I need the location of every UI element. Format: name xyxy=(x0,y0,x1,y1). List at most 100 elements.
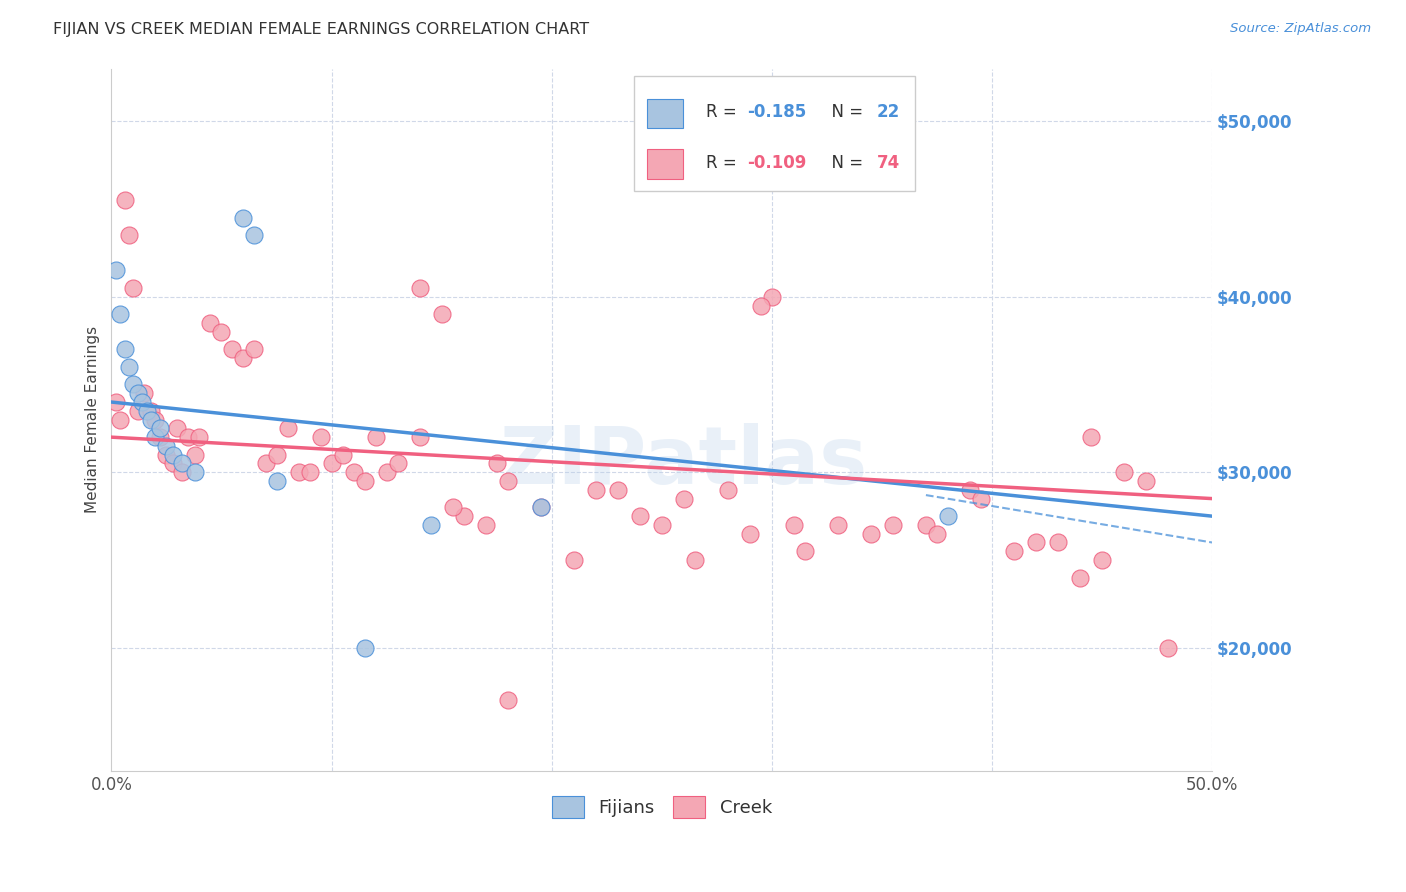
Point xyxy=(915,517,938,532)
FancyBboxPatch shape xyxy=(634,76,915,192)
Text: R =: R = xyxy=(706,153,742,172)
Point xyxy=(342,465,364,479)
Point xyxy=(134,386,156,401)
Point xyxy=(430,307,453,321)
Point xyxy=(585,483,607,497)
Point xyxy=(1069,571,1091,585)
Point xyxy=(738,526,761,541)
Point xyxy=(184,465,207,479)
Point xyxy=(122,281,145,295)
Point xyxy=(419,517,441,532)
Point xyxy=(375,465,398,479)
Point xyxy=(166,421,188,435)
Text: FIJIAN VS CREEK MEDIAN FEMALE EARNINGS CORRELATION CHART: FIJIAN VS CREEK MEDIAN FEMALE EARNINGS C… xyxy=(53,22,589,37)
Point xyxy=(243,228,266,243)
Point xyxy=(408,430,430,444)
Point xyxy=(287,465,309,479)
Point xyxy=(266,474,288,488)
Point xyxy=(118,359,141,374)
Point xyxy=(170,457,193,471)
Point xyxy=(243,343,266,357)
Text: Source: ZipAtlas.com: Source: ZipAtlas.com xyxy=(1230,22,1371,36)
Point xyxy=(211,325,233,339)
Point xyxy=(562,553,585,567)
Point xyxy=(162,448,184,462)
Point xyxy=(761,290,783,304)
Point xyxy=(749,298,772,312)
Point xyxy=(276,421,298,435)
Point xyxy=(232,211,254,225)
Point xyxy=(232,351,254,366)
FancyBboxPatch shape xyxy=(647,150,683,178)
Point xyxy=(1091,553,1114,567)
Point xyxy=(717,483,740,497)
Point xyxy=(353,640,375,655)
Point xyxy=(104,263,127,277)
Point xyxy=(485,457,508,471)
Point xyxy=(135,404,157,418)
Point xyxy=(936,509,959,524)
Text: N =: N = xyxy=(821,103,869,121)
Point xyxy=(162,457,184,471)
Point xyxy=(441,500,464,515)
Point xyxy=(651,517,673,532)
Point xyxy=(364,430,387,444)
Point xyxy=(859,526,882,541)
Point xyxy=(1112,465,1135,479)
Point xyxy=(496,474,519,488)
Point xyxy=(145,430,167,444)
Point xyxy=(309,430,332,444)
Point xyxy=(882,517,904,532)
Point xyxy=(184,448,207,462)
Legend: Fijians, Creek: Fijians, Creek xyxy=(544,789,779,825)
Point xyxy=(221,343,243,357)
Point xyxy=(155,448,177,462)
Point xyxy=(170,465,193,479)
Point xyxy=(118,228,141,243)
Point xyxy=(453,509,475,524)
Point xyxy=(200,316,222,330)
Point xyxy=(530,500,553,515)
Point xyxy=(127,386,149,401)
Point xyxy=(131,395,153,409)
Point xyxy=(149,421,172,435)
Point xyxy=(110,307,132,321)
Point xyxy=(114,193,136,207)
Point xyxy=(177,430,200,444)
Text: 74: 74 xyxy=(876,153,900,172)
Point xyxy=(127,404,149,418)
Point xyxy=(925,526,948,541)
FancyBboxPatch shape xyxy=(647,99,683,128)
Point xyxy=(1025,535,1047,549)
Point xyxy=(1157,640,1180,655)
Point xyxy=(1080,430,1102,444)
Y-axis label: Median Female Earnings: Median Female Earnings xyxy=(86,326,100,513)
Point xyxy=(332,448,354,462)
Point xyxy=(959,483,981,497)
Point xyxy=(188,430,211,444)
Point xyxy=(139,412,162,426)
Point xyxy=(606,483,628,497)
Text: -0.185: -0.185 xyxy=(748,103,807,121)
Point xyxy=(474,517,496,532)
Point xyxy=(149,430,172,444)
Point xyxy=(827,517,849,532)
Point xyxy=(110,412,132,426)
Text: N =: N = xyxy=(821,153,869,172)
Point xyxy=(793,544,815,558)
Point xyxy=(496,693,519,707)
Text: -0.109: -0.109 xyxy=(748,153,807,172)
Point xyxy=(254,457,277,471)
Point xyxy=(155,439,177,453)
Point xyxy=(970,491,993,506)
Point xyxy=(387,457,409,471)
Text: R =: R = xyxy=(706,103,742,121)
Point xyxy=(139,404,162,418)
Point xyxy=(104,395,127,409)
Point xyxy=(145,412,167,426)
Point xyxy=(321,457,343,471)
Point xyxy=(683,553,706,567)
Text: ZIPatlas: ZIPatlas xyxy=(499,423,868,500)
Point xyxy=(628,509,651,524)
Point xyxy=(672,491,695,506)
